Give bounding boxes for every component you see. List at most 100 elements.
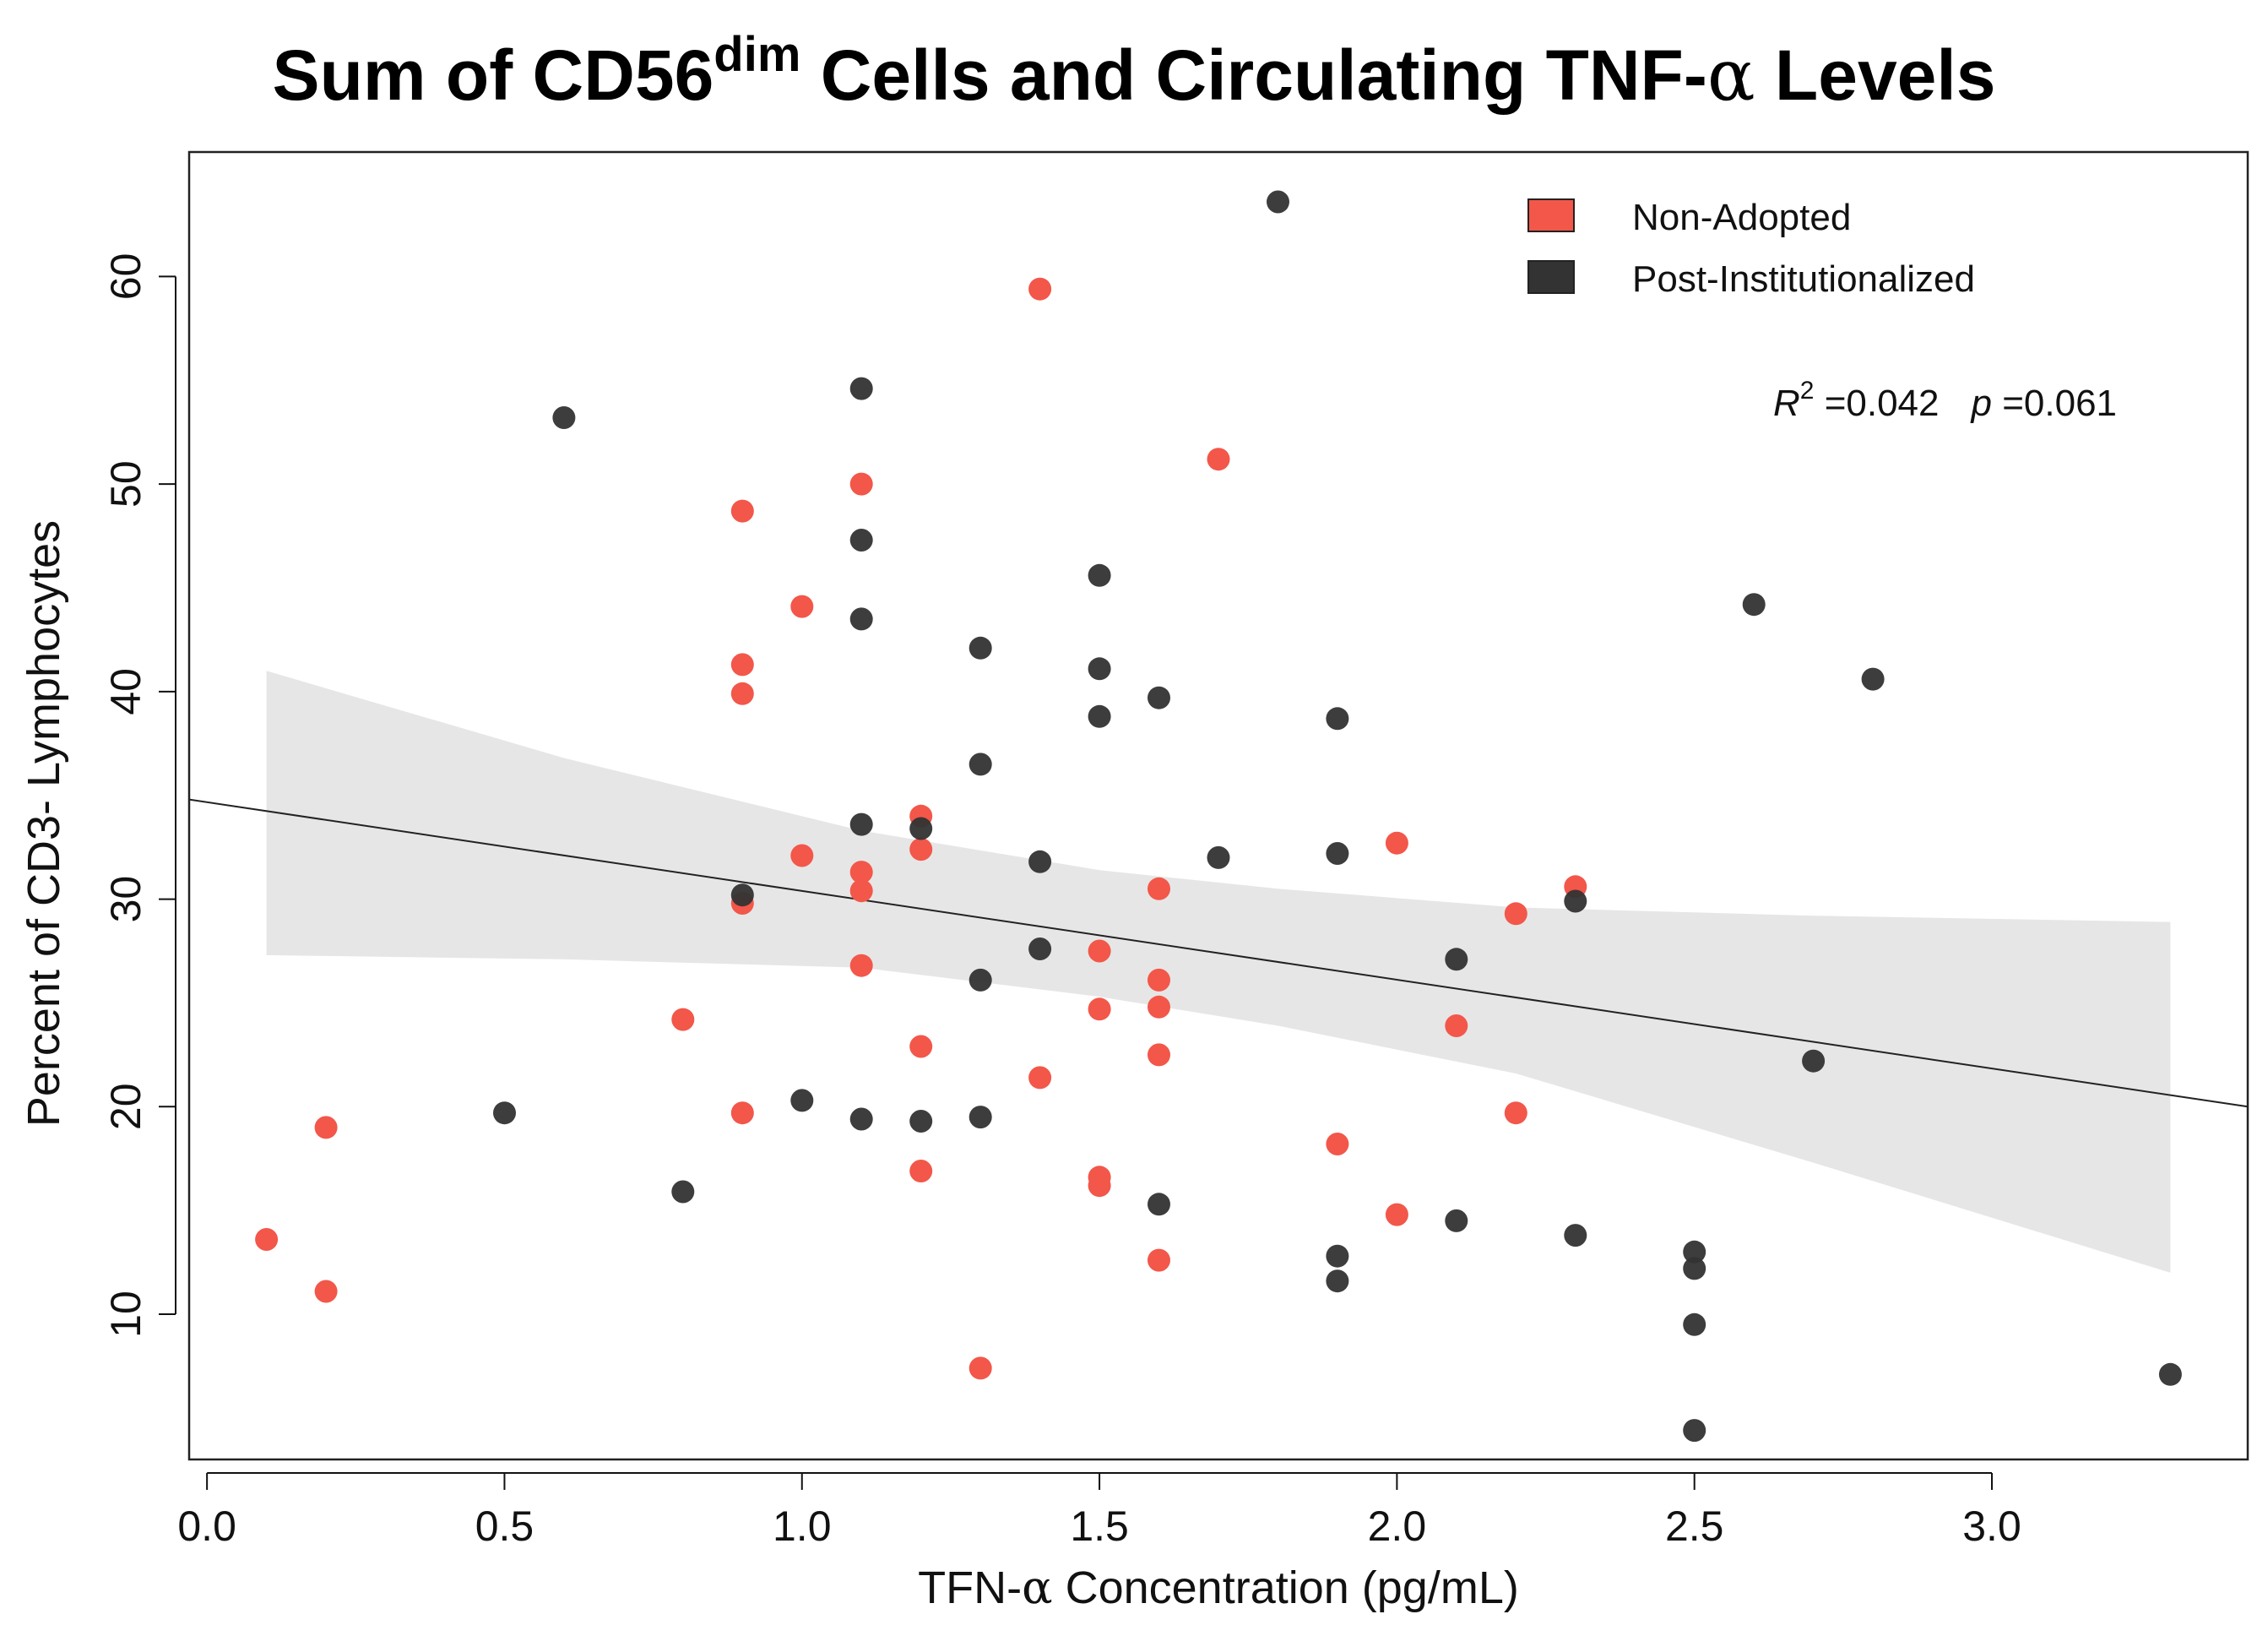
x-axis-label: TFN-α Concentration (pg/mL) bbox=[918, 1561, 1519, 1614]
plot-frame bbox=[187, 150, 2249, 1461]
chart-title-greek: α bbox=[1707, 34, 1755, 117]
point-non-adopted bbox=[1148, 968, 1170, 992]
p-value-label: p bbox=[1970, 383, 1992, 424]
point-non-adopted bbox=[730, 682, 754, 705]
point-non-adopted bbox=[1148, 1043, 1170, 1067]
point-post-institutionalized bbox=[1028, 938, 1052, 960]
point-post-institutionalized bbox=[493, 1101, 516, 1125]
x-tick-label: 0.5 bbox=[475, 1503, 534, 1550]
point-post-institutionalized bbox=[1088, 657, 1111, 681]
point-non-adopted bbox=[1385, 1203, 1408, 1226]
point-post-institutionalized bbox=[909, 1110, 933, 1133]
legend-label-non-adopted: Non-Adopted bbox=[1632, 197, 1851, 238]
point-non-adopted bbox=[1504, 902, 1527, 926]
point-non-adopted bbox=[730, 653, 754, 677]
chart-title-middle: Cells and Circulating TNF- bbox=[800, 35, 1706, 115]
chart-title-suffix: Levels bbox=[1755, 35, 1996, 115]
point-non-adopted bbox=[1326, 1133, 1349, 1155]
point-non-adopted bbox=[1028, 1066, 1052, 1090]
r-squared-value: =0.042 bbox=[1814, 383, 1939, 424]
y-tick-label: 60 bbox=[102, 253, 149, 301]
point-post-institutionalized bbox=[1802, 1049, 1826, 1073]
point-non-adopted bbox=[1207, 448, 1230, 471]
y-tick-label: 10 bbox=[102, 1291, 149, 1338]
legend: Non-Adopted Post-Institutionalized bbox=[1527, 197, 1975, 300]
legend-label-post-institutionalized: Post-Institutionalized bbox=[1632, 258, 1975, 300]
point-post-institutionalized bbox=[1028, 850, 1052, 873]
point-post-institutionalized bbox=[969, 636, 992, 660]
legend-swatch-non-adopted bbox=[1527, 198, 1575, 232]
point-post-institutionalized bbox=[1267, 190, 1289, 214]
regression-line-layer bbox=[188, 798, 2249, 1108]
point-post-institutionalized bbox=[671, 1180, 695, 1204]
x-axis-label-suffix: Concentration (pg/mL) bbox=[1053, 1562, 1519, 1613]
point-non-adopted bbox=[909, 1160, 933, 1182]
point-non-adopted bbox=[1148, 995, 1170, 1019]
x-tick-label: 3.0 bbox=[1962, 1503, 2021, 1550]
point-post-institutionalized bbox=[730, 883, 754, 907]
point-non-adopted bbox=[849, 861, 873, 884]
point-post-institutionalized bbox=[2158, 1362, 2182, 1386]
y-tick-label: 30 bbox=[102, 876, 149, 923]
point-post-institutionalized bbox=[1564, 889, 1587, 913]
point-non-adopted bbox=[909, 1035, 933, 1058]
point-post-institutionalized bbox=[849, 1107, 873, 1131]
point-post-institutionalized bbox=[1683, 1257, 1706, 1280]
point-non-adopted bbox=[730, 1101, 754, 1125]
point-post-institutionalized bbox=[1326, 707, 1349, 731]
point-post-institutionalized bbox=[790, 1089, 814, 1112]
r-squared-label: R bbox=[1773, 383, 1800, 424]
point-post-institutionalized bbox=[909, 817, 933, 840]
point-post-institutionalized bbox=[849, 812, 873, 836]
point-non-adopted bbox=[314, 1116, 338, 1139]
x-axis: 0.0 0.5 1.0 1.5 2.0 2.5 3.0 bbox=[177, 1472, 2021, 1550]
stats-annotation: R2 =0.042 p =0.061 bbox=[1773, 377, 2117, 424]
point-non-adopted bbox=[849, 954, 873, 977]
chart-title-superscript: dim bbox=[713, 27, 800, 82]
point-non-adopted bbox=[1088, 939, 1111, 963]
x-tick-label: 2.0 bbox=[1368, 1503, 1427, 1550]
confidence-band-layer bbox=[266, 671, 2171, 1273]
point-non-adopted bbox=[314, 1280, 338, 1303]
y-tick-label: 20 bbox=[102, 1083, 149, 1130]
point-post-institutionalized bbox=[1088, 563, 1111, 587]
x-tick-label: 2.5 bbox=[1665, 1503, 1724, 1550]
x-tick-label: 1.5 bbox=[1070, 1503, 1129, 1550]
point-post-institutionalized bbox=[1683, 1240, 1706, 1264]
point-non-adopted bbox=[1148, 877, 1170, 900]
point-post-institutionalized bbox=[1564, 1224, 1587, 1247]
point-post-institutionalized bbox=[969, 968, 992, 992]
point-non-adopted bbox=[1445, 1014, 1468, 1037]
x-tick-label: 0.0 bbox=[177, 1503, 236, 1550]
point-non-adopted bbox=[1504, 1101, 1527, 1125]
point-post-institutionalized bbox=[1861, 667, 1885, 691]
points-layer bbox=[255, 190, 2182, 1443]
point-non-adopted bbox=[1088, 997, 1111, 1021]
point-post-institutionalized bbox=[849, 607, 873, 631]
point-post-institutionalized bbox=[1683, 1312, 1706, 1336]
point-post-institutionalized bbox=[849, 529, 873, 552]
y-axis: 10 20 30 40 50 60 bbox=[102, 253, 176, 1338]
point-post-institutionalized bbox=[552, 406, 576, 429]
y-axis-label: Percent of CD3- Lymphocytes bbox=[19, 520, 69, 1127]
chart-title: Sum of CD56dim Cells and Circulating TNF… bbox=[273, 27, 1996, 117]
r-squared-superscript: 2 bbox=[1800, 377, 1815, 405]
point-post-institutionalized bbox=[849, 377, 873, 400]
point-non-adopted bbox=[909, 838, 933, 861]
point-non-adopted bbox=[849, 472, 873, 496]
point-non-adopted bbox=[1148, 1248, 1170, 1272]
point-post-institutionalized bbox=[1445, 948, 1468, 971]
point-post-institutionalized bbox=[1445, 1209, 1468, 1232]
point-non-adopted bbox=[1385, 831, 1408, 855]
point-non-adopted bbox=[1028, 277, 1052, 301]
y-tick-label: 50 bbox=[102, 460, 149, 508]
point-post-institutionalized bbox=[1088, 704, 1111, 728]
point-post-institutionalized bbox=[1742, 593, 1766, 617]
point-post-institutionalized bbox=[1326, 1244, 1349, 1268]
x-axis-label-prefix: TFN- bbox=[918, 1562, 1022, 1613]
point-post-institutionalized bbox=[969, 753, 992, 776]
chart-title-prefix: Sum of CD56 bbox=[273, 35, 714, 115]
point-non-adopted bbox=[671, 1008, 695, 1031]
point-non-adopted bbox=[849, 879, 873, 903]
